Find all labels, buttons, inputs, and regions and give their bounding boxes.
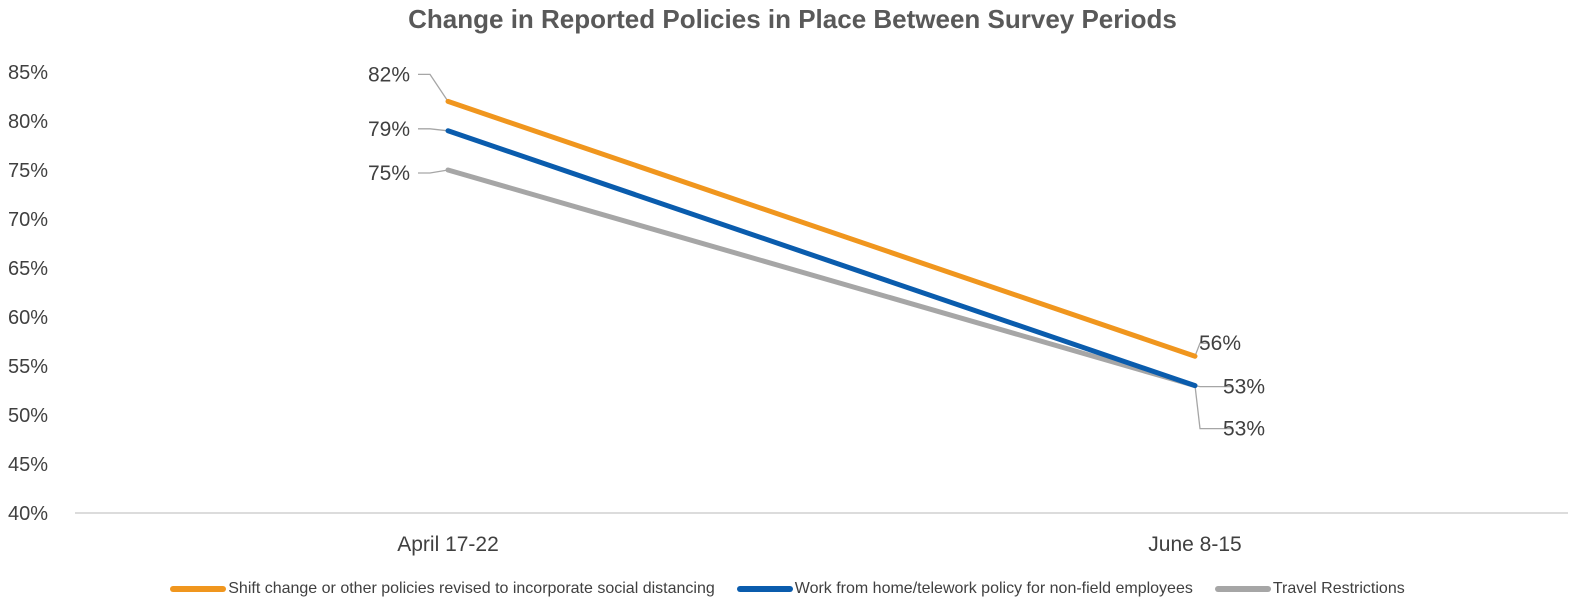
y-tick-label: 85% (8, 62, 48, 84)
chart-title: Change in Reported Policies in Place Bet… (408, 4, 1177, 34)
y-tick-label: 40% (8, 503, 48, 525)
legend-swatch (1214, 586, 1271, 592)
data-label: 75% (368, 162, 410, 185)
legend-item: Travel Restrictions (1214, 580, 1405, 598)
data-labels: 82% 56% 79% 53% 75% 53% (368, 63, 1265, 440)
leader-line (418, 73, 449, 102)
legend: Shift change or other policies revised t… (0, 580, 1575, 598)
data-label: 53% (1223, 376, 1265, 399)
legend-label: Shift change or other policies revised t… (228, 580, 715, 597)
y-axis-tick-labels: 40% 45% 50% 55% 60% 65% 70% 75% 80% 85% (8, 62, 48, 525)
data-label: 79% (368, 118, 410, 141)
series-line (445, 98, 1198, 359)
y-tick-label: 55% (8, 356, 48, 378)
legend-item: Shift change or other policies revised t… (170, 580, 715, 598)
data-label: 53% (1223, 418, 1265, 441)
series-lines (445, 98, 1198, 389)
data-label: 82% (368, 63, 410, 86)
y-tick-label: 60% (8, 307, 48, 329)
leader-line (1194, 385, 1233, 430)
y-tick-label: 50% (8, 405, 48, 427)
y-tick-label: 70% (8, 209, 48, 231)
y-tick-label: 45% (8, 454, 48, 476)
y-tick-label: 65% (8, 258, 48, 280)
y-tick-label: 75% (8, 160, 48, 182)
x-tick-label: June 8-15 (1148, 533, 1241, 556)
data-label: 56% (1199, 332, 1241, 355)
data-label-leader-lines (418, 73, 1233, 430)
y-tick-label: 80% (8, 111, 48, 133)
leader-line (418, 169, 449, 174)
legend-label: Travel Restrictions (1272, 580, 1405, 597)
leader-line (1194, 342, 1209, 357)
legend-swatch (736, 586, 793, 592)
legend-label: Work from home/telework policy for non-f… (794, 580, 1193, 597)
series-line (445, 128, 1198, 389)
legend-swatch (170, 586, 227, 592)
legend-item: Work from home/telework policy for non-f… (736, 580, 1193, 598)
series-line (445, 167, 1198, 389)
x-axis-tick-labels: April 17-22 June 8-15 (397, 533, 1241, 556)
leader-line (418, 128, 449, 132)
x-tick-label: April 17-22 (397, 533, 499, 556)
